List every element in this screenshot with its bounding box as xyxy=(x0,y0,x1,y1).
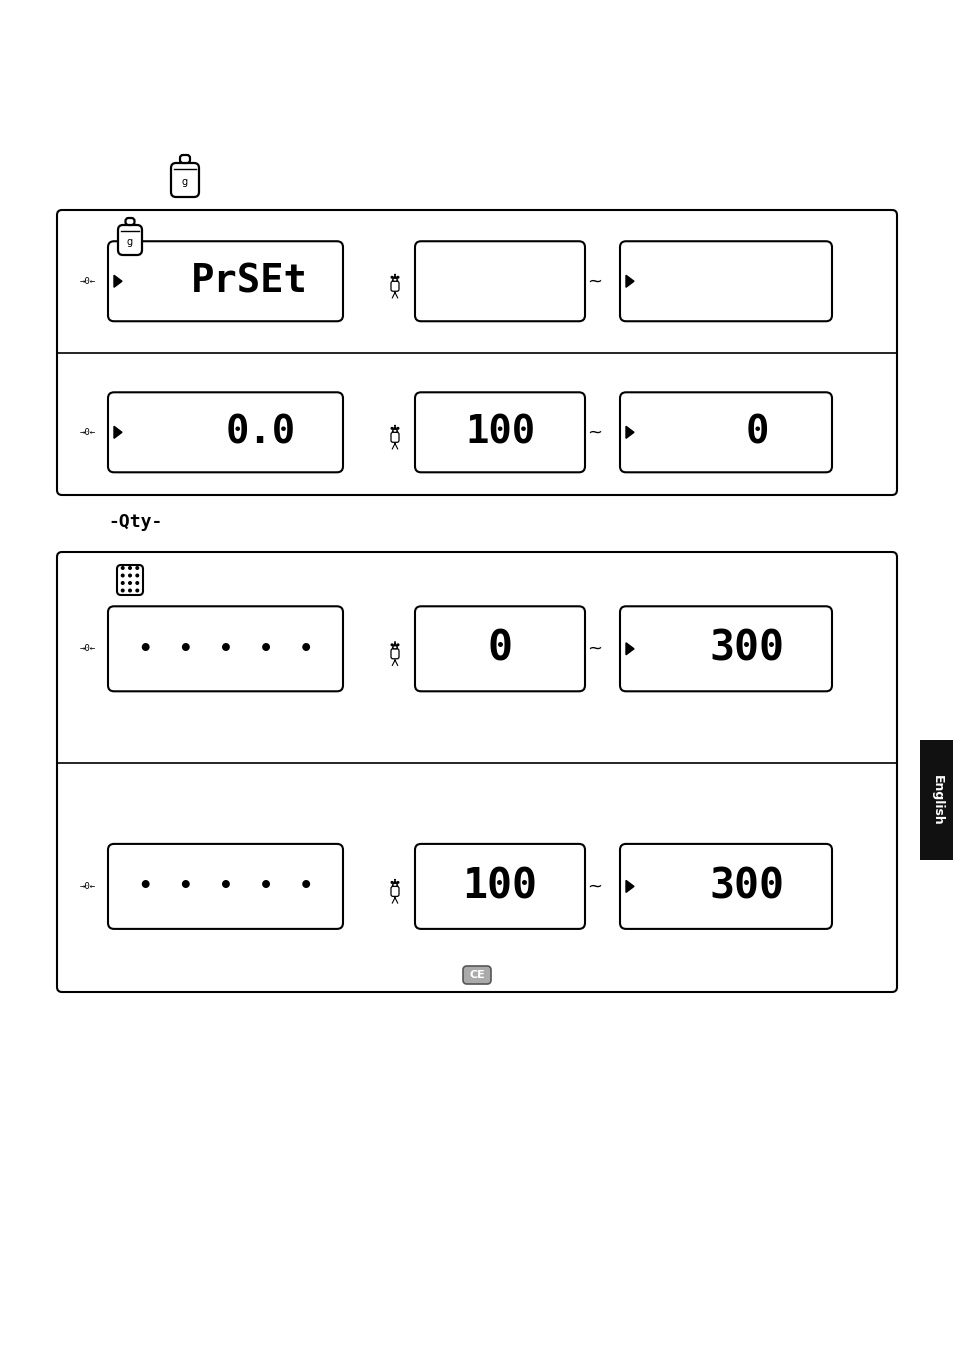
FancyBboxPatch shape xyxy=(108,844,343,929)
FancyBboxPatch shape xyxy=(393,429,396,432)
Circle shape xyxy=(136,582,138,585)
FancyBboxPatch shape xyxy=(415,242,584,321)
Polygon shape xyxy=(625,643,634,655)
Circle shape xyxy=(396,428,398,429)
Circle shape xyxy=(394,882,395,883)
Text: g: g xyxy=(127,238,132,247)
Text: 100: 100 xyxy=(464,413,535,451)
Text: •  •  •  •  •: • • • • • xyxy=(138,876,313,896)
Circle shape xyxy=(136,574,138,576)
Polygon shape xyxy=(113,427,122,439)
Circle shape xyxy=(121,582,124,585)
Polygon shape xyxy=(625,880,634,892)
FancyBboxPatch shape xyxy=(415,606,584,691)
Circle shape xyxy=(394,428,395,429)
Text: English: English xyxy=(929,775,943,825)
Circle shape xyxy=(136,567,138,570)
Text: →0←: →0← xyxy=(80,428,96,437)
FancyBboxPatch shape xyxy=(57,552,896,992)
FancyBboxPatch shape xyxy=(108,242,343,321)
FancyBboxPatch shape xyxy=(619,393,831,472)
FancyBboxPatch shape xyxy=(117,566,143,595)
Text: 0: 0 xyxy=(745,413,769,451)
FancyBboxPatch shape xyxy=(118,225,142,255)
Circle shape xyxy=(394,644,395,645)
FancyBboxPatch shape xyxy=(180,155,190,163)
FancyBboxPatch shape xyxy=(462,967,491,984)
FancyBboxPatch shape xyxy=(391,887,398,896)
Text: 0.0: 0.0 xyxy=(226,413,295,451)
Circle shape xyxy=(394,277,395,278)
Circle shape xyxy=(396,277,398,278)
Polygon shape xyxy=(625,427,634,439)
FancyBboxPatch shape xyxy=(171,163,199,197)
Circle shape xyxy=(129,574,132,576)
FancyBboxPatch shape xyxy=(619,844,831,929)
Circle shape xyxy=(391,644,393,645)
Circle shape xyxy=(121,574,124,576)
FancyBboxPatch shape xyxy=(619,606,831,691)
Circle shape xyxy=(391,428,393,429)
Circle shape xyxy=(136,589,138,591)
Circle shape xyxy=(391,882,393,883)
Circle shape xyxy=(129,582,132,585)
FancyBboxPatch shape xyxy=(393,278,396,281)
FancyBboxPatch shape xyxy=(415,844,584,929)
FancyBboxPatch shape xyxy=(126,217,134,225)
Text: 300: 300 xyxy=(709,865,784,907)
Text: ~: ~ xyxy=(587,424,602,441)
Circle shape xyxy=(129,567,132,570)
Text: ~: ~ xyxy=(587,640,602,657)
Text: -Qty-: -Qty- xyxy=(108,513,162,531)
Text: 300: 300 xyxy=(709,628,784,670)
Text: g: g xyxy=(182,177,188,188)
Circle shape xyxy=(396,644,398,645)
FancyBboxPatch shape xyxy=(108,393,343,472)
FancyBboxPatch shape xyxy=(415,393,584,472)
FancyBboxPatch shape xyxy=(108,606,343,691)
Polygon shape xyxy=(113,275,122,288)
Circle shape xyxy=(396,882,398,883)
Text: 100: 100 xyxy=(462,865,537,907)
Text: →0←: →0← xyxy=(80,644,96,653)
Text: •  •  •  •  •: • • • • • xyxy=(138,639,313,659)
Polygon shape xyxy=(625,275,634,288)
Text: CE: CE xyxy=(469,971,484,980)
FancyBboxPatch shape xyxy=(919,740,953,860)
Text: 0: 0 xyxy=(487,628,512,670)
Text: PrSEt: PrSEt xyxy=(191,262,307,300)
Circle shape xyxy=(121,567,124,570)
FancyBboxPatch shape xyxy=(391,432,398,443)
Text: ~: ~ xyxy=(587,878,602,895)
FancyBboxPatch shape xyxy=(619,242,831,321)
Circle shape xyxy=(391,277,393,278)
Circle shape xyxy=(121,589,124,591)
Circle shape xyxy=(129,589,132,591)
Text: →0←: →0← xyxy=(80,882,96,891)
Text: ~: ~ xyxy=(587,273,602,290)
FancyBboxPatch shape xyxy=(393,645,396,649)
FancyBboxPatch shape xyxy=(391,281,398,292)
FancyBboxPatch shape xyxy=(57,211,896,495)
FancyBboxPatch shape xyxy=(391,649,398,659)
Text: →0←: →0← xyxy=(80,277,96,286)
FancyBboxPatch shape xyxy=(393,883,396,887)
